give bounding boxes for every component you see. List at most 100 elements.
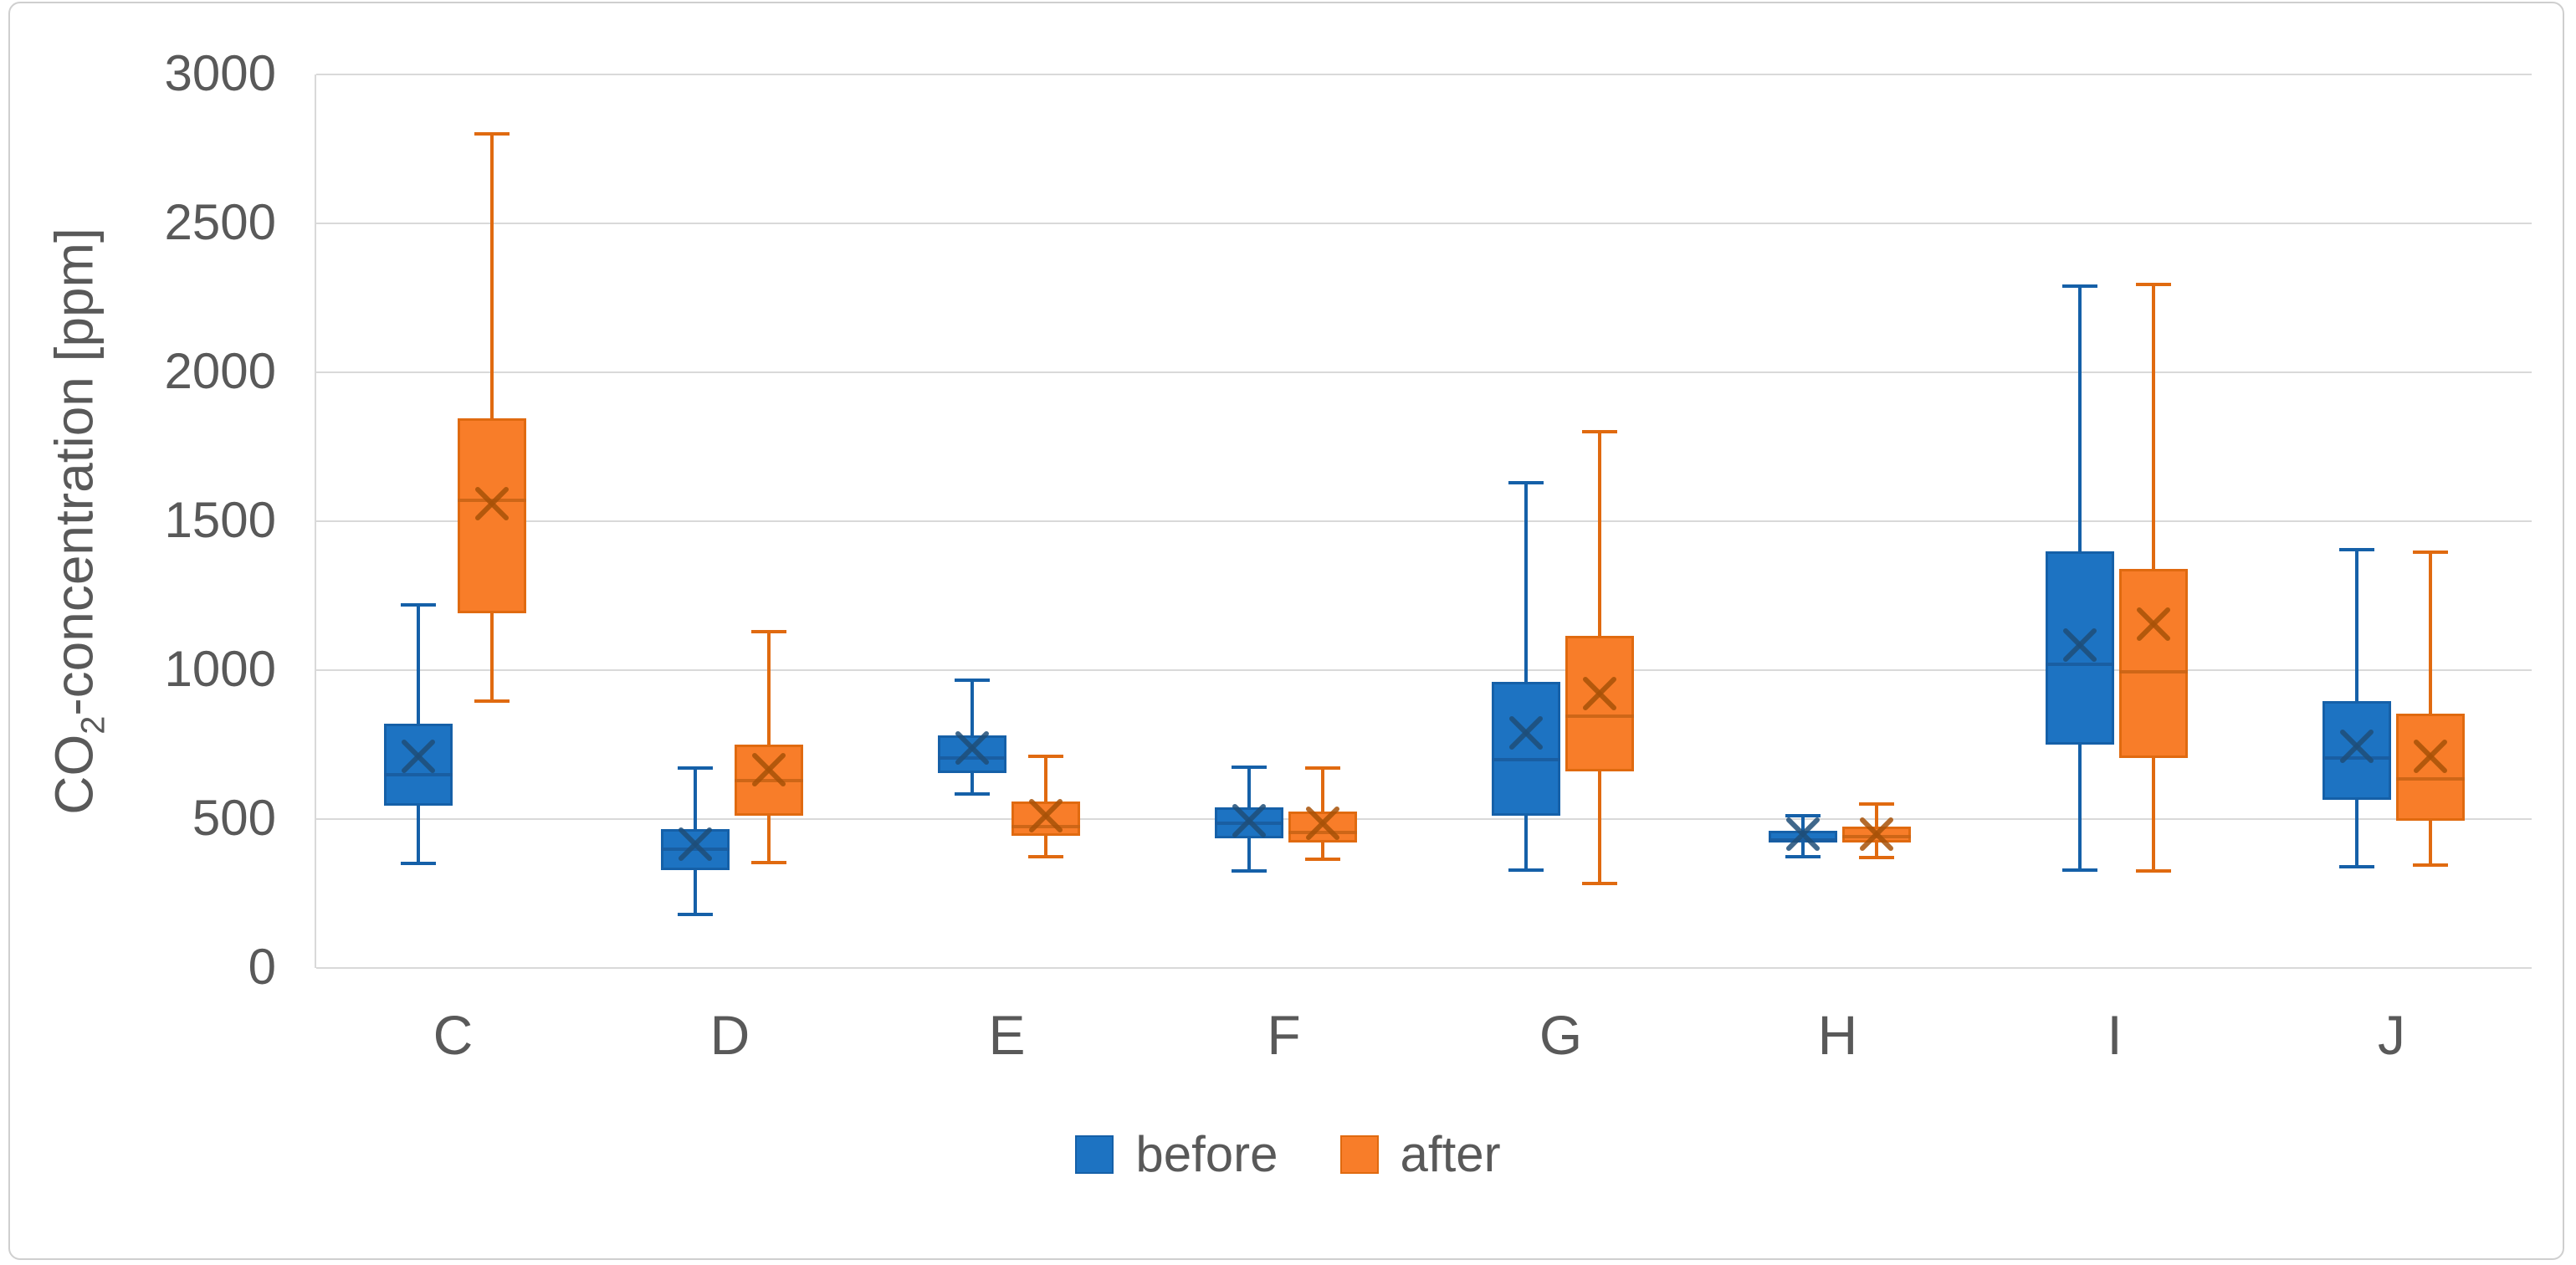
mean-marker-after-H [1856, 814, 1897, 854]
whisker-upper-after-C [489, 134, 494, 419]
x-axis-label-D: D [709, 1004, 750, 1066]
whisker-cap-upper-after-J [2412, 551, 2448, 555]
plot-area [315, 74, 2532, 969]
mean-marker-before-C [398, 736, 438, 776]
whisker-upper-before-D [693, 768, 697, 830]
whisker-cap-lower-after-J [2412, 863, 2448, 868]
whisker-lower-after-D [766, 816, 771, 863]
y-tick-label-0: 0 [248, 939, 276, 995]
whisker-lower-before-D [693, 869, 697, 914]
y-tick-label-2000: 2000 [164, 343, 276, 399]
gridline-3000 [316, 74, 2532, 75]
whisker-lower-before-H [1800, 842, 1805, 857]
gridline-500 [316, 818, 2532, 820]
x-axis-label-C: C [433, 1004, 474, 1066]
whisker-cap-lower-before-J [2338, 864, 2374, 868]
mean-marker-before-E [952, 728, 992, 768]
mean-marker-after-C [472, 484, 512, 524]
whisker-lower-before-J [2354, 799, 2358, 867]
figure-border [8, 2, 2564, 1260]
median-line-before-C [383, 772, 453, 776]
whisker-lower-before-G [1524, 816, 1528, 870]
gridline-2000 [316, 371, 2532, 373]
whisker-cap-lower-after-I [2135, 869, 2171, 873]
median-line-after-J [2395, 776, 2465, 781]
median-line-after-G [1565, 714, 1634, 719]
whisker-lower-after-J [2428, 820, 2432, 866]
whisker-lower-before-E [970, 772, 974, 794]
mean-marker-after-I [2133, 604, 2174, 644]
whisker-cap-lower-before-I [2061, 868, 2097, 872]
whisker-upper-before-F [1247, 766, 1251, 807]
y-tick-label-3000: 3000 [164, 45, 276, 101]
x-axis-label-G: G [1539, 1004, 1583, 1066]
mean-marker-before-J [2337, 726, 2377, 766]
x-axis-label-J: J [2378, 1004, 2405, 1066]
whisker-lower-after-E [1043, 835, 1047, 857]
whisker-cap-upper-before-G [1508, 480, 1544, 484]
median-line-before-I [2045, 662, 2114, 666]
box-after-J [2395, 713, 2465, 821]
whisker-upper-after-E [1043, 756, 1047, 802]
whisker-upper-after-I [2151, 284, 2155, 569]
whisker-cap-lower-after-G [1581, 881, 1617, 885]
median-line-before-J [2322, 756, 2391, 761]
mean-marker-before-I [2060, 625, 2100, 665]
whisker-cap-lower-before-F [1231, 869, 1267, 873]
whisker-cap-upper-after-G [1581, 430, 1617, 434]
whisker-cap-lower-before-G [1508, 868, 1544, 872]
box-before-J [2322, 701, 2391, 800]
whisker-cap-upper-after-D [750, 629, 786, 633]
whisker-cap-upper-before-I [2061, 284, 2097, 288]
whisker-upper-before-C [416, 604, 420, 725]
whisker-cap-upper-after-H [1858, 802, 1894, 807]
box-before-E [937, 735, 1006, 773]
mean-marker-after-G [1580, 673, 1620, 714]
whisker-upper-before-I [2077, 285, 2082, 551]
mean-marker-before-D [675, 824, 715, 864]
whisker-cap-upper-before-C [400, 602, 436, 607]
whisker-upper-after-D [766, 631, 771, 745]
whisker-cap-upper-before-D [677, 766, 713, 771]
whisker-cap-upper-before-F [1231, 765, 1267, 769]
whisker-lower-after-G [1597, 771, 1601, 883]
whisker-lower-after-F [1320, 842, 1324, 860]
box-after-F [1288, 812, 1357, 843]
whisker-cap-upper-before-E [954, 679, 990, 683]
whisker-lower-before-F [1247, 838, 1251, 872]
mean-marker-before-F [1229, 801, 1269, 841]
median-line-before-E [937, 756, 1006, 761]
whisker-lower-after-H [1874, 842, 1878, 858]
whisker-upper-before-E [970, 680, 974, 736]
whisker-cap-upper-after-C [474, 132, 510, 136]
x-axis-label-E: E [988, 1004, 1026, 1066]
median-line-after-I [2118, 669, 2188, 673]
box-before-G [1491, 682, 1560, 817]
box-after-I [2118, 568, 2188, 758]
whisker-lower-after-C [489, 613, 494, 702]
whisker-cap-lower-before-E [954, 791, 990, 796]
whisker-upper-after-F [1320, 768, 1324, 812]
legend-swatch-after-icon [1339, 1135, 1379, 1174]
x-axis-label-F: F [1267, 1004, 1301, 1066]
legend-swatch-before-icon [1075, 1135, 1114, 1174]
whisker-upper-before-J [2354, 549, 2358, 702]
whisker-upper-before-G [1524, 482, 1528, 683]
median-line-before-D [660, 847, 730, 851]
whisker-cap-upper-before-J [2338, 547, 2374, 551]
gridline-1000 [316, 669, 2532, 671]
whisker-upper-after-G [1597, 432, 1601, 637]
whisker-upper-after-J [2428, 552, 2432, 714]
gridline-1500 [316, 520, 2532, 522]
median-line-before-G [1491, 757, 1560, 761]
whisker-lower-after-I [2151, 758, 2155, 872]
mean-marker-before-H [1783, 814, 1823, 854]
whisker-cap-lower-after-F [1304, 858, 1340, 862]
legend-item-after: after [1339, 1128, 1501, 1181]
median-line-after-F [1288, 831, 1357, 835]
legend-item-before: before [1075, 1128, 1278, 1181]
median-line-after-D [734, 778, 803, 782]
box-after-G [1565, 636, 1634, 772]
x-axis-label-H: H [1817, 1004, 1858, 1066]
